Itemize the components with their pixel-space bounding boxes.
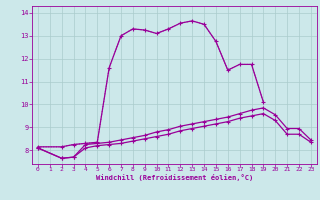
X-axis label: Windchill (Refroidissement éolien,°C): Windchill (Refroidissement éolien,°C) <box>96 174 253 181</box>
